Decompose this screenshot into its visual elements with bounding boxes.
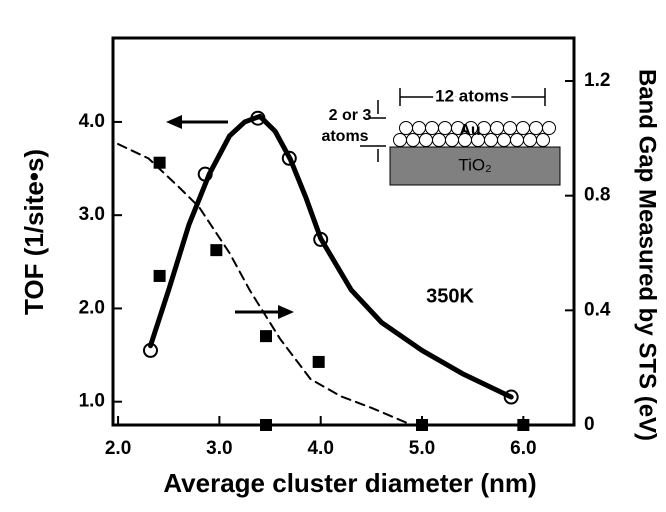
inset-height: 2 or 3 [329, 107, 372, 124]
atom [490, 121, 504, 135]
plot-frame [111, 36, 576, 427]
atom [484, 133, 498, 147]
atom [406, 133, 420, 147]
inset-diagram: 12 atoms 2 or 3 atoms TiO₂ Au [321, 83, 561, 186]
atom [445, 133, 459, 147]
atom [503, 121, 517, 135]
inset-height: atoms [321, 128, 368, 145]
y-tick-label: 1.0 [79, 391, 105, 412]
atom [393, 133, 407, 147]
y-tick-label: 4.0 [79, 111, 105, 132]
point [259, 419, 272, 431]
atom [536, 133, 550, 147]
atom [399, 121, 413, 135]
point [517, 419, 530, 431]
arrows [166, 115, 294, 319]
point [153, 269, 166, 282]
temperature-label: 350K [426, 285, 474, 307]
y2-tick-label: 0 [584, 414, 595, 435]
atom [438, 121, 452, 135]
atom [425, 121, 439, 135]
x-tick-label: 3.0 [206, 438, 232, 459]
x-tick-label: 5.0 [409, 438, 435, 459]
x-tick-label: 4.0 [307, 438, 333, 459]
atom [432, 133, 446, 147]
y-tick-label: 2.0 [79, 297, 105, 318]
atom [412, 121, 426, 135]
point [153, 156, 166, 169]
point [312, 355, 325, 368]
series-line [147, 113, 514, 400]
atom [419, 133, 433, 147]
point [210, 244, 223, 257]
atom [542, 121, 556, 135]
point [259, 330, 272, 343]
x-tick-label: 6.0 [510, 438, 536, 459]
y-axis-title: TOF (1/site•s) [19, 149, 49, 315]
atom [510, 133, 524, 147]
support-block [389, 146, 561, 186]
inset-width: 12 atoms [435, 86, 509, 105]
y-tick-label: 3.0 [79, 204, 105, 225]
y2-axis-title: Band Gap Measured by STS (eV) [634, 69, 661, 441]
metal-label: Au [459, 122, 480, 139]
series-line [117, 143, 413, 426]
x-axis-title: Average cluster diameter (nm) [163, 468, 536, 498]
atom [529, 121, 543, 135]
y2-tick-label: 0.8 [584, 185, 610, 206]
support-label: TiO₂ [458, 155, 491, 174]
x-tick-label: 2.0 [105, 438, 131, 459]
point [416, 419, 429, 431]
atom [497, 133, 511, 147]
atom [516, 121, 530, 135]
y2-tick-label: 1.2 [584, 70, 610, 91]
atom [523, 133, 537, 147]
y2-tick-label: 0.4 [584, 299, 611, 320]
